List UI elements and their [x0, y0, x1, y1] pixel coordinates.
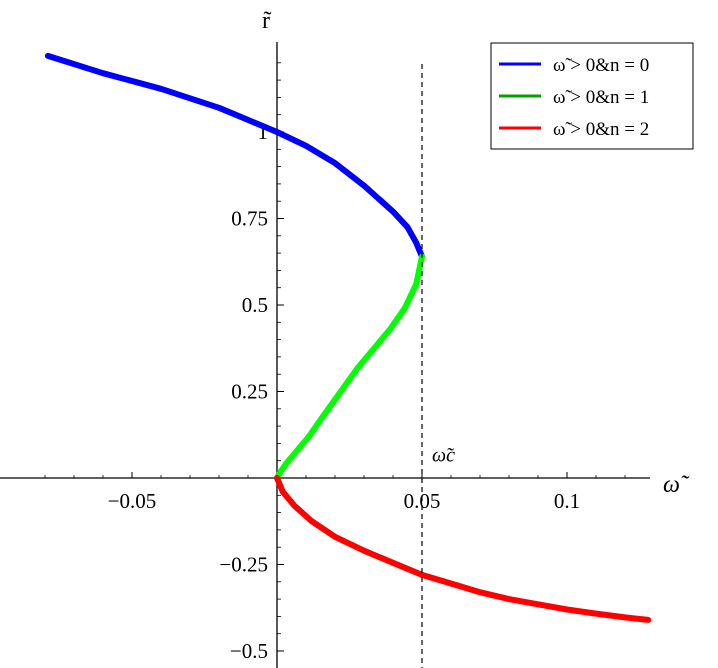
critical-frequency-label: ω̃c [432, 445, 455, 467]
x-axis-label: ω̃ [663, 472, 690, 498]
legend-entry-n1: ω̃ > 0&n = 1 [553, 87, 649, 108]
y-tick-label: 1 [258, 120, 269, 144]
series-line-n1 [274, 253, 425, 481]
series-line-n2 [274, 475, 652, 623]
x-tick-label: −0.05 [108, 489, 157, 513]
series-line-n0 [44, 52, 425, 260]
legend: ω̃ > 0&n = 0 ω̃ > 0&n = 1 ω̃ > 0&n = 2 [490, 42, 694, 150]
legend-entry-n2: ω̃ > 0&n = 2 [553, 119, 649, 140]
y-tick-label: 0.5 [242, 293, 268, 317]
annotation-layer: ω̃c [421, 64, 455, 668]
y-tick-label: −0.5 [230, 639, 268, 663]
y-axis-label: r̃ [262, 8, 272, 34]
legend-entry-n0: ω̃ > 0&n = 0 [553, 55, 649, 76]
axes: ω̃r̃−0.05 0.05 0.110.750.50.25−0.25−0.5 [0, 8, 690, 668]
y-tick-label: 0.75 [231, 207, 268, 231]
series-layer [44, 52, 652, 623]
y-tick-label: −0.25 [219, 553, 268, 577]
x-tick-label: 0.1 [554, 489, 580, 513]
y-tick-label: 0.25 [231, 380, 268, 404]
